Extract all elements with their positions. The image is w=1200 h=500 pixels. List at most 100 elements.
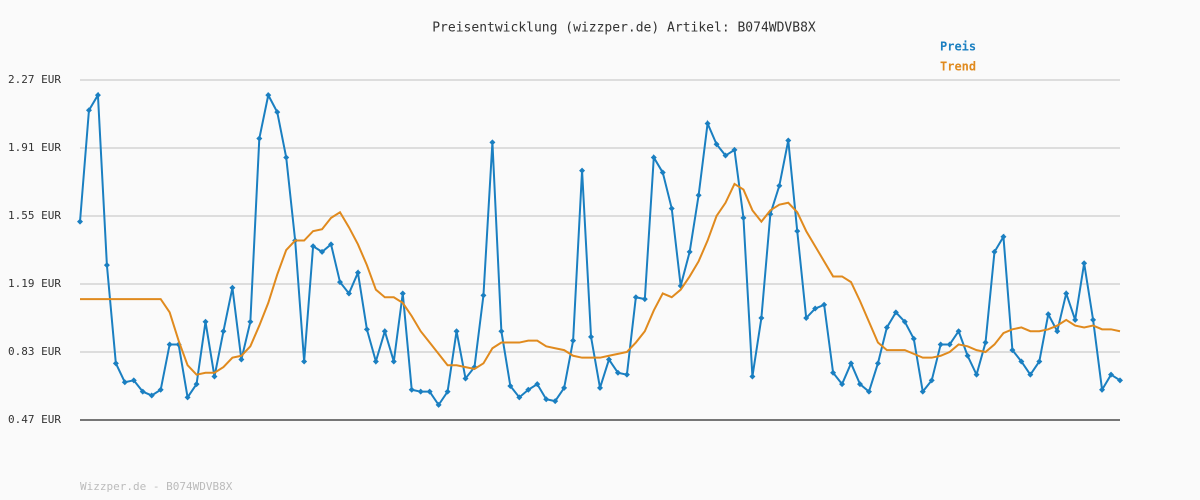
y-tick-label: 1.19 EUR (8, 277, 61, 290)
point (839, 381, 846, 388)
point (274, 109, 281, 116)
point (354, 269, 361, 276)
point (641, 296, 648, 303)
point (211, 373, 218, 380)
point (570, 337, 577, 344)
point (830, 369, 837, 376)
point (937, 341, 944, 348)
legend-label: Trend (940, 60, 976, 74)
point (659, 169, 666, 176)
point (982, 339, 989, 346)
point (462, 375, 469, 382)
point (453, 328, 460, 335)
point (740, 214, 747, 221)
point (722, 152, 729, 159)
point (1117, 377, 1123, 384)
point (892, 309, 899, 316)
point (632, 294, 639, 301)
point (543, 396, 550, 403)
point (399, 290, 406, 297)
point (139, 388, 146, 395)
point (426, 388, 433, 395)
point (1009, 347, 1016, 354)
point (991, 248, 998, 255)
point (121, 379, 128, 386)
point (166, 341, 173, 348)
point (1000, 233, 1007, 240)
point (381, 328, 388, 335)
point (1045, 311, 1052, 318)
point (1054, 328, 1061, 335)
point (928, 377, 935, 384)
line (80, 182, 1121, 376)
point (857, 381, 863, 388)
y-tick-label: 1.55 EUR (8, 209, 61, 222)
point (686, 248, 693, 255)
point (193, 381, 200, 388)
point (695, 192, 702, 199)
y-tick-label: 0.47 EUR (8, 413, 61, 426)
point (955, 328, 962, 335)
point (623, 371, 630, 378)
chart-title: Preisentwicklung (wizzper.de) Artikel: B… (432, 21, 816, 36)
point (883, 324, 890, 331)
point (848, 360, 855, 367)
point (901, 318, 908, 325)
point (749, 373, 756, 380)
y-tick-label: 2.27 EUR (8, 73, 61, 86)
point (910, 335, 917, 342)
point (1072, 316, 1079, 323)
point (1063, 290, 1070, 297)
point (148, 392, 155, 399)
point (77, 218, 83, 225)
point (337, 279, 343, 286)
point (704, 120, 711, 127)
point (489, 139, 496, 146)
point (247, 318, 254, 325)
point (1081, 260, 1088, 267)
point (220, 328, 227, 335)
point (507, 383, 514, 389)
point (713, 141, 720, 148)
point (794, 228, 801, 235)
point (821, 301, 828, 308)
point (946, 341, 953, 348)
point (157, 386, 164, 393)
point (435, 401, 442, 408)
point (579, 167, 586, 174)
point (103, 262, 110, 269)
point (301, 358, 308, 365)
point (650, 154, 657, 161)
point (372, 358, 379, 365)
point (534, 381, 541, 388)
point (731, 146, 738, 153)
point (408, 386, 415, 393)
point (1108, 371, 1115, 378)
point (184, 394, 191, 401)
point (363, 326, 370, 333)
point (865, 388, 872, 395)
point (964, 352, 971, 359)
point (597, 384, 603, 391)
point (417, 388, 424, 395)
point (85, 107, 92, 114)
point (202, 318, 209, 325)
point (803, 315, 810, 321)
point (919, 388, 926, 395)
footer: Wizzper.de - B074WDVB8X (80, 480, 233, 493)
point (525, 386, 532, 393)
point (561, 384, 568, 391)
point (319, 248, 326, 255)
point (444, 388, 451, 395)
point (229, 284, 236, 291)
point (94, 92, 101, 99)
point (256, 135, 263, 142)
point (588, 333, 595, 340)
point (614, 369, 621, 376)
point (516, 394, 523, 401)
point (238, 356, 245, 363)
point (310, 243, 317, 250)
point (498, 328, 505, 335)
